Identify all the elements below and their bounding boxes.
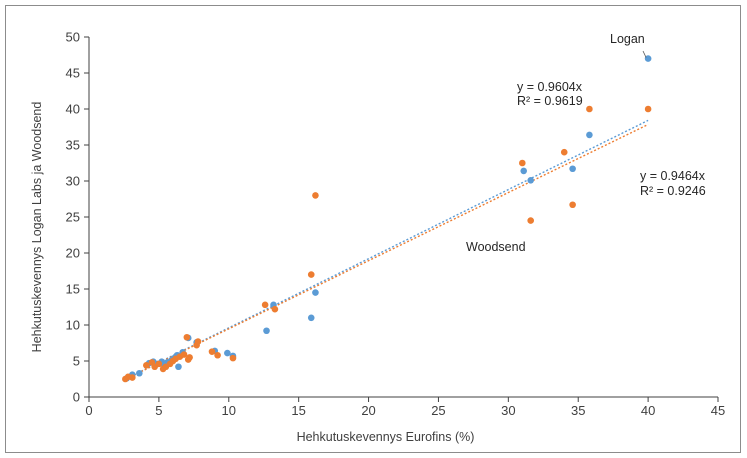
logan-leader-line <box>642 50 647 58</box>
y-tick-label: 45 <box>66 66 80 81</box>
x-tick-label: 25 <box>431 403 445 418</box>
woodsend-point <box>229 354 237 362</box>
x-tick-label: 45 <box>711 403 725 418</box>
logan-point <box>527 176 534 184</box>
woodsend-point <box>307 271 315 278</box>
woodsend-point <box>208 348 216 355</box>
x-tick-label: 10 <box>222 403 236 418</box>
logan-point <box>520 167 528 175</box>
annotation-woodsend: Woodsend <box>466 240 526 254</box>
logan-point <box>586 131 593 139</box>
woodsend-point <box>129 374 136 381</box>
annotation-eq1b: R² = 0.9619 <box>517 94 583 108</box>
woodsend-point <box>271 305 279 313</box>
y-tick-label: 30 <box>66 174 80 189</box>
logan-point <box>569 165 576 173</box>
logan-point <box>263 327 270 335</box>
woodsend-point <box>261 301 269 309</box>
trendline-woodsend <box>126 123 649 380</box>
y-tick-label: 20 <box>66 246 80 261</box>
annotation-logan: Logan <box>610 32 645 46</box>
y-tick-label: 50 <box>66 30 80 45</box>
x-axis-title: Hehkutuskevennys Eurofins (%) <box>297 430 475 444</box>
logan-point <box>312 289 319 296</box>
y-tick-label: 10 <box>66 318 80 333</box>
y-tick-label: 15 <box>66 282 80 297</box>
woodsend-point <box>186 354 193 361</box>
woodsend-point <box>644 105 652 113</box>
x-tick-label: 0 <box>85 403 92 418</box>
annotation-eq2a: y = 0.9464x <box>640 169 706 183</box>
woodsend-point <box>312 192 319 199</box>
y-tick-label: 35 <box>66 138 80 153</box>
woodsend-point <box>569 201 576 209</box>
woodsend-point <box>214 351 221 359</box>
trendline-logan <box>126 119 649 379</box>
logan-point <box>175 363 182 371</box>
y-tick-label: 40 <box>66 102 80 117</box>
logan-point <box>307 314 315 322</box>
x-tick-label: 20 <box>361 403 375 418</box>
x-tick-label: 35 <box>571 403 585 418</box>
y-axis-title: Hehkutuskevennys Logan Labs ja Woodsend <box>30 102 44 353</box>
x-tick-label: 40 <box>641 403 655 418</box>
woodsend-point <box>586 105 593 113</box>
woodsend-point <box>143 362 150 369</box>
logan-point <box>136 369 143 377</box>
woodsend-point <box>527 217 534 224</box>
woodsend-point <box>519 159 526 167</box>
woodsend-point <box>183 333 191 341</box>
x-tick-label: 30 <box>501 403 515 418</box>
woodsend-point <box>194 338 202 345</box>
logan-point <box>644 55 652 62</box>
y-tick-label: 5 <box>73 354 80 369</box>
woodsend-point <box>180 351 188 358</box>
logan-point <box>224 349 231 357</box>
annotation-eq1a: y = 0.9604x <box>517 80 583 94</box>
x-tick-label: 15 <box>291 403 305 418</box>
annotation-eq2b: R² = 0.9246 <box>640 184 706 198</box>
woodsend-point <box>155 360 163 368</box>
x-tick-label: 5 <box>155 403 162 418</box>
woodsend-point <box>560 148 568 156</box>
y-tick-label: 25 <box>66 210 80 225</box>
y-tick-label: 0 <box>73 390 80 405</box>
